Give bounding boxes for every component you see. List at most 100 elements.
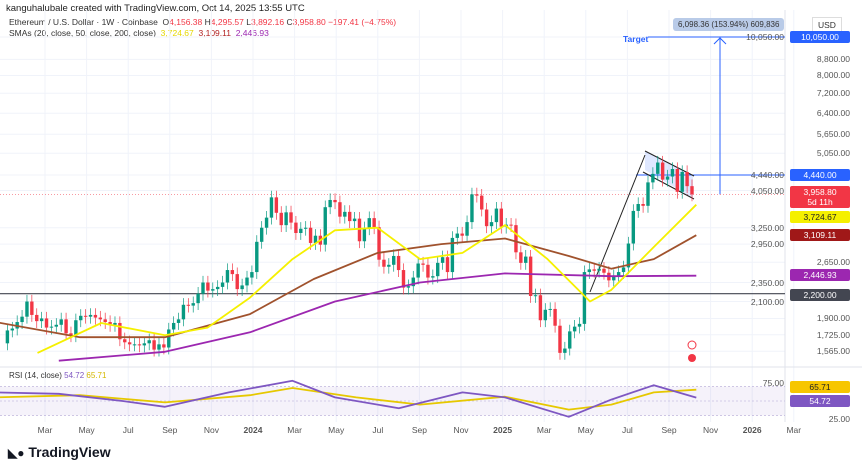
x-tick-label: May	[78, 425, 95, 435]
candle-body	[597, 268, 601, 271]
candle-body	[30, 301, 34, 315]
candle-body	[274, 197, 279, 213]
resistance-price-tag: 4,440.00	[790, 169, 850, 181]
rsi-ma-tag: 65.71	[790, 381, 850, 393]
candle-body	[343, 211, 347, 217]
tradingview-logo[interactable]: ◣● TradingView	[8, 444, 111, 460]
candle-body	[690, 186, 694, 195]
rsi-tick-label: 25.00	[828, 414, 850, 424]
brand-name: TradingView	[28, 444, 111, 460]
y-tick-label: 8,000.00	[816, 70, 850, 81]
candle-body	[524, 256, 528, 263]
candle-body	[499, 208, 503, 227]
candle-body	[186, 304, 191, 306]
candle-body	[372, 218, 376, 228]
measure-label: 6,098.36 (153.94%) 609,836	[673, 18, 785, 31]
candle-body	[465, 222, 469, 236]
close-value: 3,958.80	[292, 17, 326, 27]
candle-body	[509, 224, 513, 226]
candle-body	[602, 268, 606, 273]
candle-body	[289, 212, 293, 223]
candle-body	[470, 194, 474, 223]
candle-body	[250, 272, 254, 278]
candle-body	[44, 318, 49, 328]
candle-body	[69, 333, 73, 336]
event-icon	[687, 340, 697, 350]
candle-body	[528, 256, 533, 296]
sma20-line	[37, 204, 697, 354]
candle-body	[74, 320, 78, 336]
y-tick-label: 10,050.00	[746, 31, 784, 42]
candle-body	[264, 217, 269, 228]
y-tick-label: 5,050.00	[816, 148, 850, 159]
candle-body	[440, 257, 445, 263]
rsi-ma-value: 65.71	[86, 371, 107, 380]
candle-body	[25, 301, 29, 317]
candle-body	[303, 227, 308, 229]
x-tick-label: Jul	[122, 425, 134, 435]
support-price-tag: 2,200.00	[790, 289, 850, 301]
candle-body	[79, 315, 83, 321]
candle-body	[352, 218, 357, 222]
candle-body	[626, 243, 631, 268]
candle-body	[431, 276, 435, 278]
candle-body	[225, 270, 230, 283]
candle-body	[333, 199, 337, 203]
y-tick-label: 4,050.00	[750, 185, 784, 196]
candle-body	[519, 252, 523, 263]
candle-body	[83, 315, 88, 317]
x-tick-label: 2025	[493, 425, 513, 435]
candle-body	[411, 277, 415, 287]
candle-body	[132, 344, 137, 346]
x-tick-label: Jul	[372, 425, 384, 435]
candle-body	[220, 282, 225, 287]
candle-body	[362, 228, 367, 242]
y-tick-label: 1,900.00	[816, 313, 850, 324]
candle-body	[245, 277, 249, 286]
candle-body	[406, 286, 411, 288]
candle-body	[416, 263, 420, 278]
candle-body	[284, 212, 288, 226]
candle-body	[616, 272, 621, 277]
candle-body	[118, 322, 122, 340]
candle-body	[568, 331, 572, 349]
sma-label[interactable]: SMAs (20, close, 50, close, 200, close)	[9, 28, 156, 38]
y-tick-label: 4,440.00	[750, 170, 784, 180]
x-tick-label: Nov	[453, 425, 469, 435]
candle-body	[181, 304, 186, 320]
x-tick-label: Sep	[661, 425, 677, 435]
candle-body	[127, 342, 132, 345]
flagpole-line	[589, 154, 646, 293]
candle-body	[137, 344, 142, 346]
rsi-legend[interactable]: RSI (14, close) 54.72 65.71	[9, 371, 106, 380]
x-tick-label: Mar	[287, 425, 302, 435]
candle-body	[387, 264, 391, 267]
candle-body	[59, 319, 63, 325]
candle-body	[167, 329, 171, 348]
y-tick-label: 2,650.00	[816, 257, 850, 268]
high-label: H	[204, 17, 211, 27]
candle-body	[338, 202, 342, 217]
candle-body	[489, 222, 494, 227]
x-tick-label: 2024	[243, 425, 263, 435]
candle-body	[113, 322, 117, 325]
candle-body	[396, 255, 401, 271]
candle-body	[211, 289, 215, 291]
candle-body	[660, 162, 665, 180]
candle-body	[230, 270, 235, 275]
candle-body	[548, 308, 552, 310]
credit-line: kanguhalubale created with TradingView.c…	[6, 3, 305, 14]
close-label: C	[286, 17, 293, 27]
candle-body	[494, 208, 499, 223]
y-tick-label: 6,400.00	[816, 108, 850, 119]
candle-body	[10, 328, 14, 331]
sma200-tag: 2,446.93	[790, 269, 850, 281]
x-tick-label: Sep	[162, 425, 178, 435]
dividend-flag-icon	[688, 354, 696, 362]
symbol-name[interactable]: Ethereum / U.S. Dollar · 1W · Coinbase	[9, 17, 158, 27]
candle-body	[88, 314, 93, 317]
candle-body	[215, 286, 220, 290]
x-tick-label: May	[328, 425, 345, 435]
candle-body	[392, 255, 396, 265]
